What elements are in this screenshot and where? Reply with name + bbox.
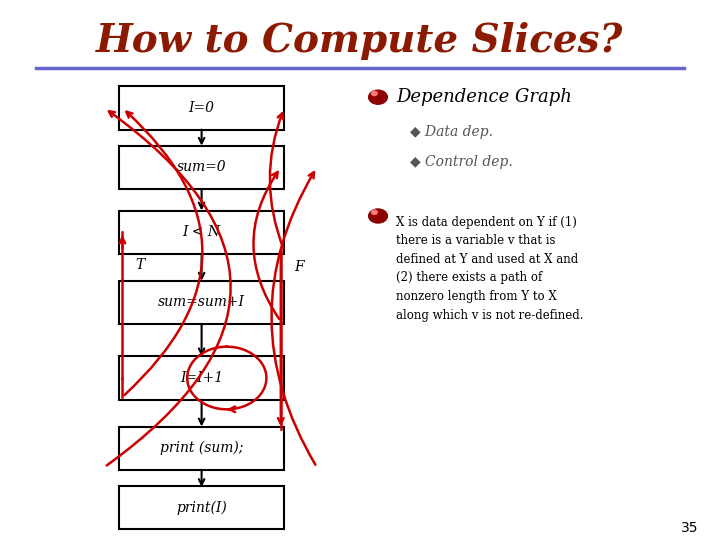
- Text: X is data dependent on Y if (1)
there is a variable v that is
defined at Y and u: X is data dependent on Y if (1) there is…: [396, 216, 583, 321]
- FancyBboxPatch shape: [119, 356, 284, 400]
- FancyBboxPatch shape: [119, 211, 284, 254]
- Text: T: T: [136, 258, 145, 272]
- Text: ◆ Data dep.: ◆ Data dep.: [410, 125, 493, 139]
- Circle shape: [369, 209, 387, 223]
- Text: 35: 35: [681, 521, 698, 535]
- FancyBboxPatch shape: [119, 146, 284, 189]
- Text: How to Compute Slices?: How to Compute Slices?: [96, 22, 624, 59]
- Text: print (sum);: print (sum);: [160, 441, 243, 455]
- Circle shape: [372, 210, 377, 214]
- Circle shape: [369, 90, 387, 104]
- FancyBboxPatch shape: [119, 486, 284, 529]
- Text: I=0: I=0: [189, 101, 215, 115]
- Text: I < N: I < N: [183, 225, 220, 239]
- Text: Dependence Graph: Dependence Graph: [396, 88, 572, 106]
- Text: ◆ Control dep.: ◆ Control dep.: [410, 155, 513, 169]
- FancyBboxPatch shape: [119, 86, 284, 130]
- FancyBboxPatch shape: [119, 281, 284, 324]
- FancyBboxPatch shape: [119, 427, 284, 470]
- Text: sum=0: sum=0: [177, 160, 226, 174]
- Circle shape: [372, 91, 377, 96]
- Text: F: F: [294, 260, 304, 274]
- Text: I=I+1: I=I+1: [180, 371, 223, 385]
- Text: sum=sum+I: sum=sum+I: [158, 295, 245, 309]
- Text: print(I): print(I): [176, 501, 227, 515]
